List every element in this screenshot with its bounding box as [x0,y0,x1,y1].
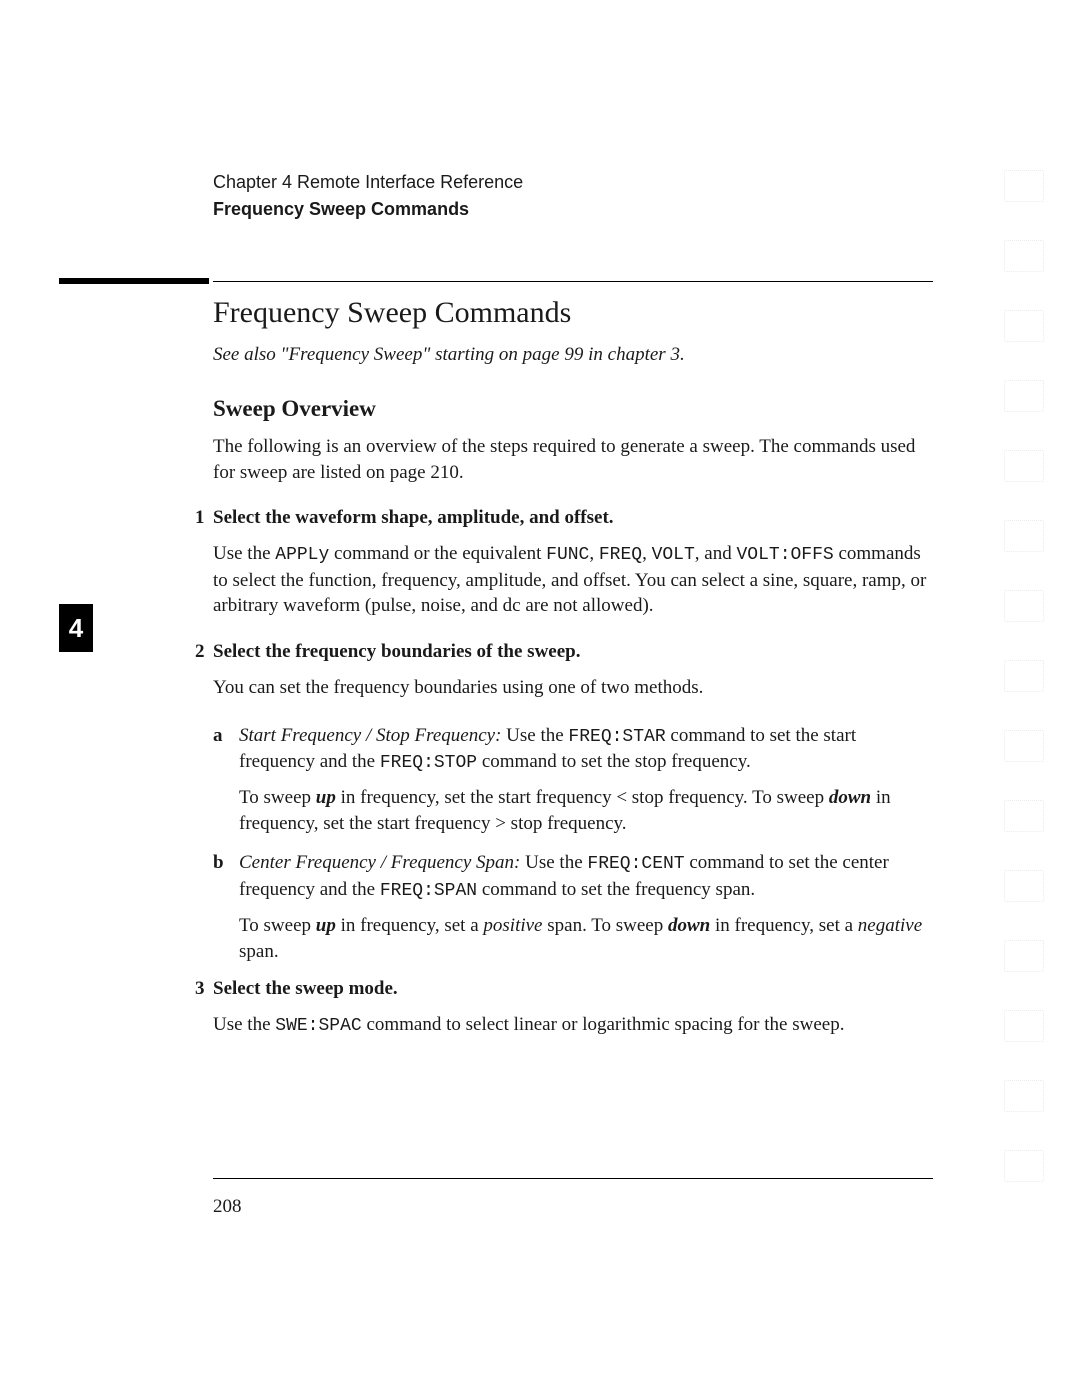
page-header: Chapter 4 Remote Interface Reference Fre… [213,172,523,220]
cmd-freq-cent: FREQ:CENT [587,854,684,874]
perf-hole [1004,240,1044,272]
text: command to set the stop frequency. [477,751,751,772]
step-2a: a Start Frequency / Stop Frequency: Use … [213,723,933,776]
perf-hole [1004,800,1044,832]
step-3-title: Select the sweep mode. [213,978,398,1000]
step-2-heading: 2 Select the frequency boundaries of the… [213,641,933,663]
step-2: 2 Select the frequency boundaries of the… [213,641,933,964]
perf-hole [1004,310,1044,342]
text: command to select linear or logarithmic … [362,1014,845,1035]
step-2b-marker: b [213,850,239,903]
cmd-freq-stop: FREQ:STOP [380,753,477,773]
text: , [642,543,652,564]
content-area: Frequency Sweep Commands See also "Frequ… [213,296,933,1061]
text: span. [239,941,279,962]
perf-hole [1004,520,1044,552]
perf-hole [1004,730,1044,762]
step-2b: b Center Frequency / Frequency Span: Use… [213,850,933,903]
cmd-apply: APPLy [275,545,329,565]
step-1-heading: 1 Select the waveform shape, amplitude, … [213,507,933,529]
step-3-body: Use the SWE:SPAC command to select linea… [213,1012,933,1038]
perf-hole [1004,660,1044,692]
page-perforation [1004,170,1060,1182]
header-rule-bar [59,278,209,284]
cmd-freq-span: FREQ:SPAN [380,881,477,901]
intro-paragraph: The following is an overview of the step… [213,434,933,485]
negative-word: negative [858,915,922,936]
text: Use the [501,725,568,746]
perf-hole [1004,1150,1044,1182]
step-3: 3 Select the sweep mode. Use the SWE:SPA… [213,978,933,1038]
step-2a-marker: a [213,723,239,776]
perf-hole [1004,870,1044,902]
see-also: See also "Frequency Sweep" starting on p… [213,344,933,366]
step-2-number: 2 [195,641,213,663]
perf-hole [1004,1080,1044,1112]
step-2a-body: Start Frequency / Stop Frequency: Use th… [239,723,933,776]
down-word: down [668,915,710,936]
text: span. To sweep [543,915,669,936]
text: To sweep [239,915,316,936]
positive-word: positive [483,915,542,936]
perf-hole [1004,590,1044,622]
down-word: down [829,787,871,808]
sweep-overview-title: Sweep Overview [213,396,933,422]
step-2a-followup: To sweep up in frequency, set the start … [239,785,933,836]
step-2-body: You can set the frequency boundaries usi… [213,675,933,701]
main-title: Frequency Sweep Commands [213,296,933,330]
step-2b-body: Center Frequency / Frequency Span: Use t… [239,850,933,903]
up-word: up [316,915,336,936]
step-1: 1 Select the waveform shape, amplitude, … [213,507,933,619]
step-1-title: Select the waveform shape, amplitude, an… [213,507,614,529]
section-line: Frequency Sweep Commands [213,199,523,220]
header-rule-line [213,281,933,282]
cmd-swe-spac: SWE:SPAC [275,1016,361,1036]
text: command to set the frequency span. [477,879,755,900]
chapter-line: Chapter 4 Remote Interface Reference [213,172,523,193]
cmd-freq-star: FREQ:STAR [568,727,665,747]
step-2b-followup: To sweep up in frequency, set a positive… [239,913,933,964]
step-1-number: 1 [195,507,213,529]
step-3-number: 3 [195,978,213,1000]
perf-hole [1004,1010,1044,1042]
perf-hole [1004,940,1044,972]
text: , and [695,543,737,564]
cmd-voltoffs: VOLT:OFFS [736,545,833,565]
perf-hole [1004,170,1044,202]
step-2a-title: Start Frequency / Stop Frequency: [239,725,501,746]
cmd-freq: FREQ [599,545,642,565]
chapter-tab: 4 [59,604,93,652]
text: , [589,543,599,564]
text: in frequency, set a [710,915,858,936]
cmd-volt: VOLT [652,545,695,565]
cmd-func: FUNC [546,545,589,565]
text: command or the equivalent [329,543,546,564]
text: Use the [520,852,587,873]
step-2b-title: Center Frequency / Frequency Span: [239,852,520,873]
text: To sweep [239,787,316,808]
up-word: up [316,787,336,808]
page-number: 208 [213,1196,242,1218]
perf-hole [1004,380,1044,412]
text: Use the [213,543,275,564]
step-3-heading: 3 Select the sweep mode. [213,978,933,1000]
text: in frequency, set the start frequency < … [336,787,829,808]
step-1-body: Use the APPLy command or the equivalent … [213,541,933,619]
perf-hole [1004,450,1044,482]
footer-rule [213,1178,933,1179]
step-2-title: Select the frequency boundaries of the s… [213,641,580,663]
text: in frequency, set a [336,915,484,936]
text: Use the [213,1014,275,1035]
